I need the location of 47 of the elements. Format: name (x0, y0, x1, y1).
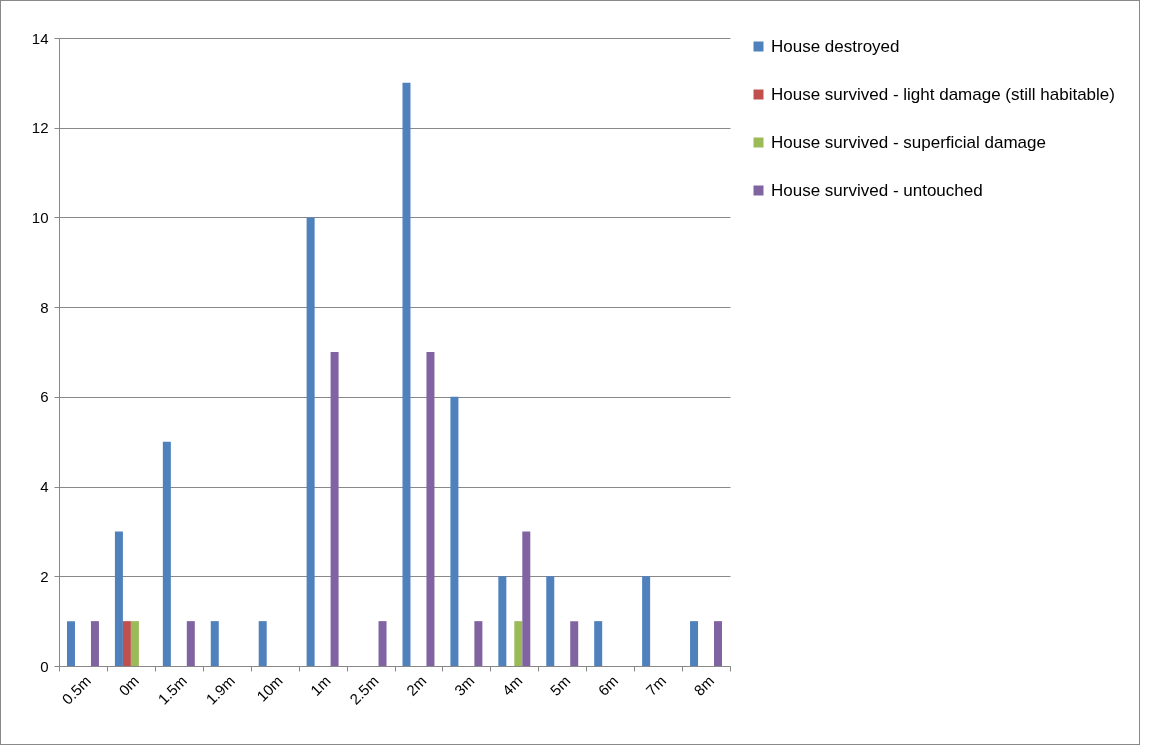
bar (546, 576, 555, 666)
bar (426, 352, 435, 666)
x-tick-label: 6m (594, 672, 622, 699)
y-tick-label: 14 (31, 29, 49, 47)
legend-label: House survived - light damage (still habitable) (771, 84, 1115, 104)
y-tick-label: 4 (40, 478, 49, 496)
bar (258, 621, 267, 666)
y-tick-label: 6 (40, 388, 49, 406)
y-tick-label: 0 (40, 657, 49, 675)
bar (66, 621, 75, 666)
y-tick-label: 12 (31, 119, 49, 137)
x-tick-label: 1m (306, 672, 334, 699)
legend-label: House survived - superficial damage (771, 132, 1046, 152)
y-tick-label: 8 (40, 298, 49, 316)
bar (186, 621, 195, 666)
bar (306, 217, 315, 666)
bar (330, 352, 339, 666)
bar (90, 621, 99, 666)
bar (690, 621, 699, 666)
bar (570, 621, 579, 666)
y-tick-label: 10 (31, 208, 49, 226)
bar (714, 621, 723, 666)
y-tick-label: 2 (40, 567, 49, 585)
bar (122, 621, 131, 666)
x-tick-label: 0m (115, 672, 142, 699)
x-tick-label: 4m (498, 672, 526, 699)
bar (594, 621, 603, 666)
x-tick-label: 2m (402, 672, 430, 699)
bar (642, 576, 651, 666)
bar (450, 396, 459, 666)
legend-label: House destroyed (771, 36, 900, 56)
x-tick-label: 7m (642, 672, 670, 699)
bar (130, 621, 139, 666)
bar (522, 531, 531, 666)
x-tick-label: 3m (450, 672, 478, 699)
x-tick-label: 8m (690, 672, 718, 699)
bar (514, 621, 523, 666)
bar (498, 576, 507, 666)
bar (474, 621, 483, 666)
bar (114, 531, 123, 666)
bar (162, 441, 171, 666)
bar (378, 621, 387, 666)
x-tick-label: 10m (253, 672, 286, 705)
bar (402, 82, 411, 666)
x-tick-label: 5m (546, 672, 574, 699)
legend-label: House survived - untouched (771, 180, 983, 200)
bar (210, 621, 219, 666)
